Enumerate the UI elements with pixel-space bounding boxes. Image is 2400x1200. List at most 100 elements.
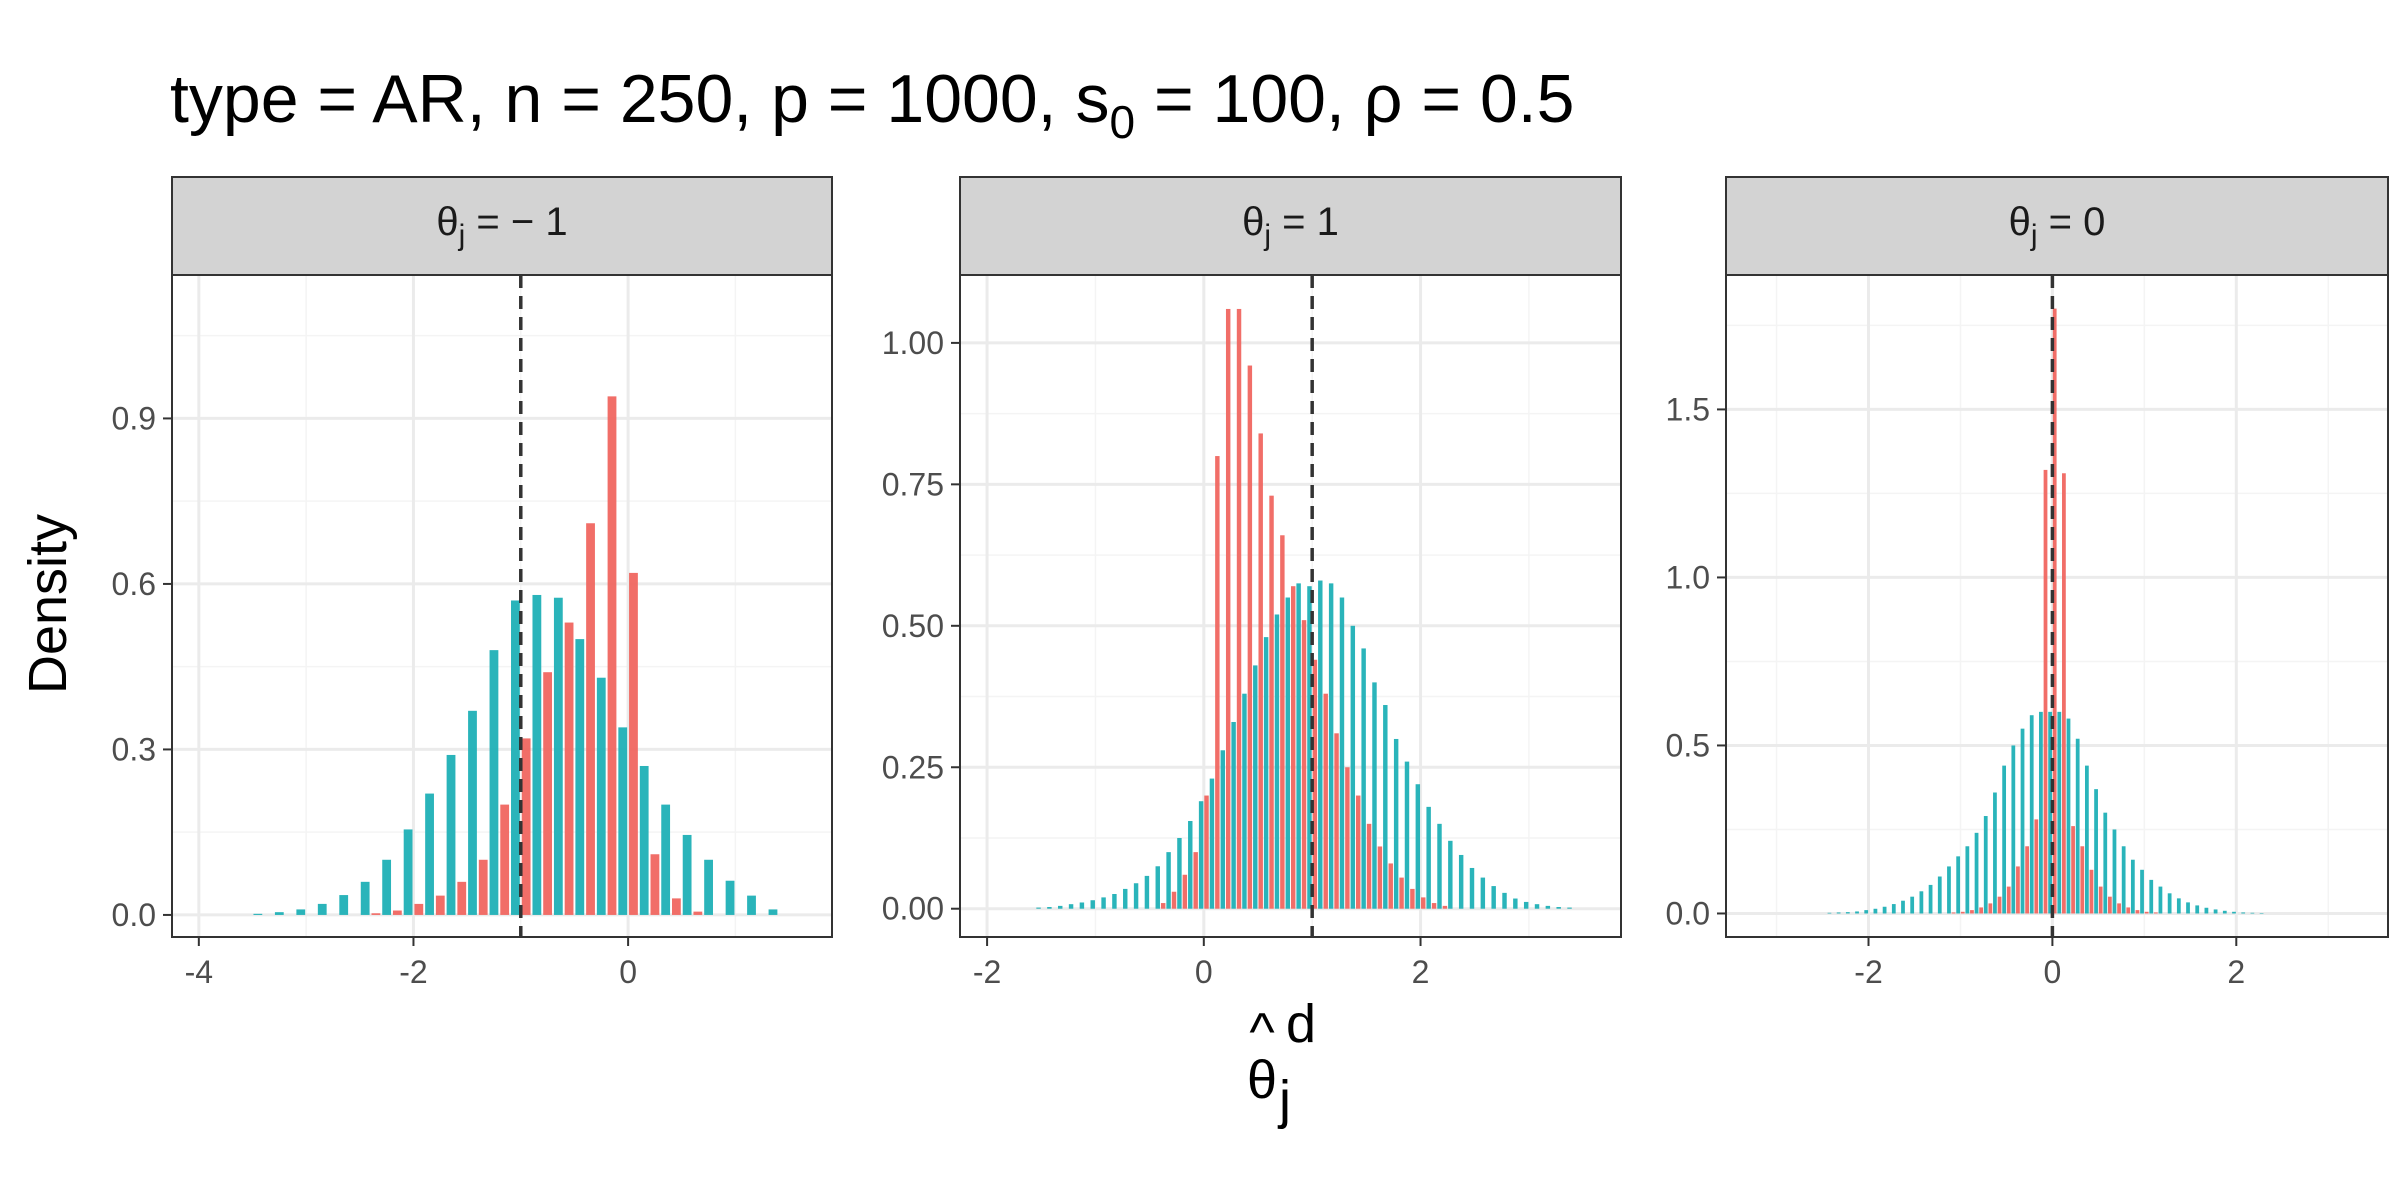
x-axis-title-hat: ^ [1249, 1002, 1275, 1062]
histogram-bar [2039, 711, 2043, 914]
histogram-bar [1209, 778, 1215, 909]
histogram-bar [1350, 625, 1356, 909]
histogram-bar [2084, 765, 2089, 914]
histogram-bar [511, 600, 520, 915]
histogram-bar [1258, 433, 1263, 909]
histogram-bar [2135, 910, 2140, 914]
histogram-bar [1567, 907, 1572, 909]
histogram-bar [1177, 837, 1182, 909]
histogram-bar [446, 754, 456, 915]
histogram-bar [1388, 863, 1393, 909]
histogram-bar [2006, 886, 2011, 914]
histogram-bar [478, 859, 488, 915]
histogram-bar [2057, 711, 2062, 914]
histogram-bar [1864, 910, 1869, 914]
histogram-bar [747, 895, 756, 915]
histogram-bar [1058, 905, 1063, 909]
histogram-bar [1166, 852, 1171, 909]
x-tick-label: -2 [1854, 954, 1882, 990]
histogram-bar [2094, 789, 2098, 914]
histogram-bar [2071, 826, 2075, 914]
histogram-bar [1123, 888, 1128, 909]
histogram-bar [768, 909, 778, 915]
histogram-series [371, 396, 703, 915]
histogram-bar [1545, 905, 1551, 909]
x-tick-label: -2 [399, 954, 427, 990]
panel-background [960, 275, 1621, 937]
histogram-bar [2222, 910, 2227, 914]
histogram-bar [1242, 693, 1247, 909]
histogram-bar [1204, 795, 1209, 909]
histogram-bar [2048, 711, 2052, 914]
histogram-bar [2107, 896, 2112, 914]
x-axis-title-theta: θ [1247, 1050, 1277, 1110]
histogram-bar [1979, 907, 1984, 914]
histogram-bar [468, 710, 477, 915]
facet-strip [959, 176, 1622, 276]
histogram-bar [1910, 896, 1915, 914]
y-tick-label: 1.0 [1666, 559, 1710, 595]
facet-strip [1725, 176, 2389, 276]
x-tick-label: 0 [1195, 954, 1213, 990]
histogram-bar [1079, 902, 1085, 909]
histogram-bar [586, 523, 595, 915]
histogram-bar [1323, 693, 1328, 909]
histogram-bar [1383, 705, 1388, 909]
histogram-bar [1988, 903, 1993, 914]
histogram-bar [2020, 728, 2025, 914]
histogram-bar [1891, 904, 1896, 914]
histogram-bar [489, 650, 499, 915]
histogram-bar [360, 881, 370, 915]
histogram-bar [1937, 876, 1942, 914]
histogram-bar [1047, 907, 1052, 909]
histogram-bar [2153, 912, 2158, 914]
histogram-bar [1188, 821, 1193, 909]
histogram-bar [2062, 473, 2066, 914]
histogram-bar [725, 880, 735, 915]
facet-panels: θj = − 1-4 -2 00.00.30.60.9θj = 1-2 0 20.000… [112, 176, 2389, 990]
histogram-bar [564, 622, 574, 915]
x-tick-label: 2 [2227, 954, 2245, 990]
histogram-bar [1513, 898, 1518, 909]
y-tick-label: 0.25 [882, 749, 944, 785]
x-tick-label: 0 [619, 954, 637, 990]
histogram-bar [1339, 597, 1345, 909]
histogram-bar [1068, 904, 1074, 909]
histogram-bar [1372, 682, 1377, 909]
y-tick-label: 0.3 [112, 731, 156, 767]
histogram-series [253, 594, 778, 915]
histogram-bar [2232, 911, 2236, 914]
histogram-bar [392, 910, 402, 915]
histogram-bar [2029, 715, 2034, 914]
histogram-bar [1280, 535, 1285, 909]
histogram-bar [2241, 912, 2246, 914]
histogram-bar [457, 881, 467, 915]
histogram-bar [1960, 911, 1965, 914]
histogram-bar [1404, 761, 1410, 909]
y-tick-label: 1.00 [882, 325, 944, 361]
histogram-bar [2112, 829, 2117, 914]
histogram-bar [629, 572, 638, 915]
histogram-bar [1155, 866, 1160, 909]
x-axis-title-subscript: j [1277, 1070, 1291, 1130]
y-tick-label: 0.0 [1666, 895, 1710, 931]
histogram-bar [1193, 852, 1198, 909]
histogram-bar [2052, 308, 2057, 914]
histogram-bar [403, 829, 413, 915]
histogram-bar [639, 765, 649, 915]
histogram-bar [435, 895, 445, 915]
histogram-bar [1328, 583, 1334, 909]
histogram-bar [1928, 884, 1933, 914]
histogram-bar [1556, 907, 1561, 909]
histogram-bar [1873, 908, 1878, 914]
histogram-bar [1220, 750, 1225, 909]
chart-title: type = AR, n = 250, p = 1000, s0 = 100, … [170, 61, 1575, 148]
histogram-series [1827, 711, 2264, 914]
histogram-bar [1523, 901, 1529, 909]
histogram-bar [1274, 614, 1280, 909]
histogram-bar [1345, 767, 1350, 909]
x-tick-label: -2 [973, 954, 1001, 990]
histogram-bar [521, 738, 531, 915]
y-tick-label: 0.9 [112, 400, 156, 436]
histogram-bar [1442, 905, 1448, 909]
